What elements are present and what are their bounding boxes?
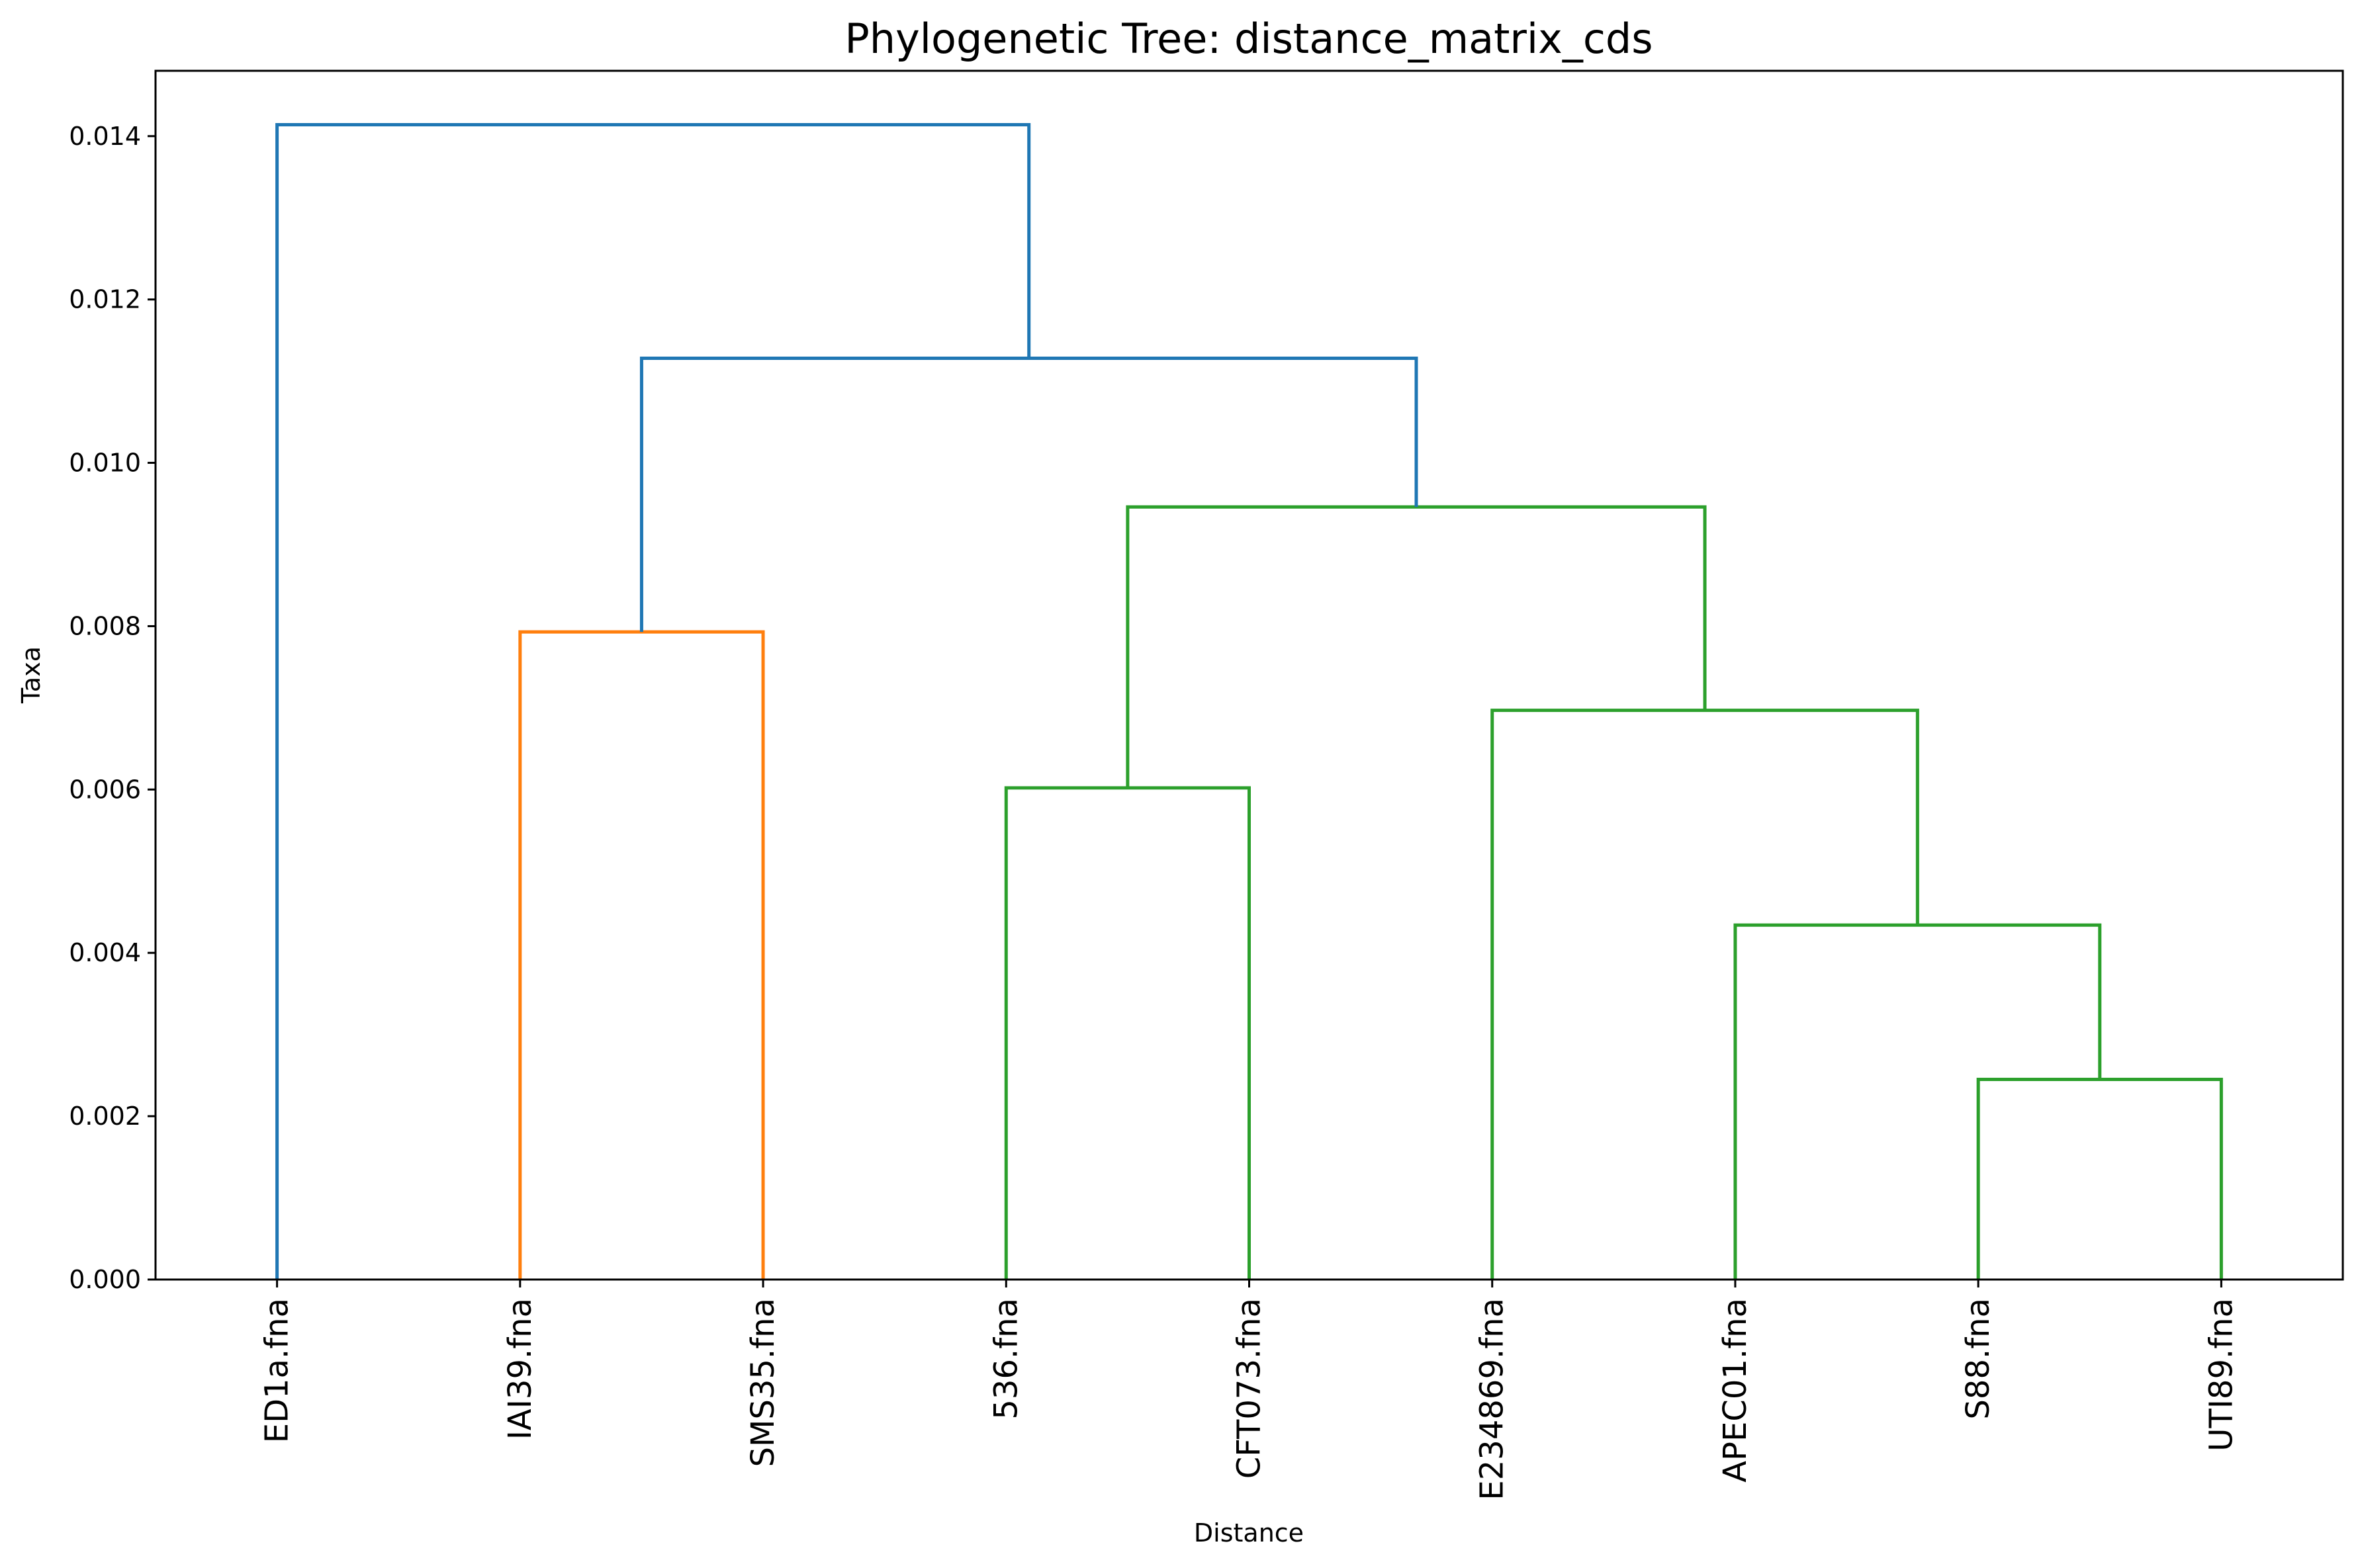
x-axis: ED1a.fna IAI39.fna SMS35.fna 536.fna CFT073.… (259, 1280, 2240, 1501)
dendrogram-link-2 (1004, 786, 1251, 1280)
x-axis-label: Distance (1194, 1518, 1304, 1547)
dendrogram-link-7 (639, 357, 1418, 632)
leaf-label: 536.fna (987, 1298, 1024, 1420)
leaf-label: IAI39.fna (502, 1298, 539, 1440)
y-tick-label: 0.012 (69, 285, 141, 314)
y-tick-label: 0.014 (69, 122, 141, 151)
y-tick-label: 0.002 (69, 1102, 141, 1131)
leaf-label: APEC01.fna (1717, 1298, 1754, 1483)
dendrogram-link-4 (1733, 923, 2102, 1280)
y-tick-label: 0.004 (69, 938, 141, 967)
y-tick-label: 0.008 (69, 611, 141, 640)
dendrogram-link-3 (1976, 1078, 2223, 1280)
y-axis: 0.000 0.002 0.004 0.006 0.008 0.010 0.012 0.014 (69, 122, 156, 1294)
y-tick-label: 0.006 (69, 775, 141, 804)
leaf-label: S88.fna (1960, 1298, 1997, 1420)
leaf-label: CFT073.fna (1231, 1298, 1268, 1479)
leaf-label: E234869.fna (1474, 1298, 1511, 1501)
leaf-label: ED1a.fna (259, 1298, 296, 1443)
dendrogram-link-8 (275, 122, 1031, 1280)
y-tick-label: 0.000 (69, 1265, 141, 1294)
dendrogram-link-5 (1490, 709, 1919, 1280)
leaf-label: UTI89.fna (2203, 1298, 2240, 1452)
leaf-label: SMS35.fna (745, 1298, 782, 1467)
y-axis-label: Taxa (17, 646, 46, 704)
dendrogram-link-1 (518, 630, 765, 1280)
dendrogram-link-6 (1126, 505, 1707, 788)
chart-title: Phylogenetic Tree: distance_matrix_cds (844, 15, 1653, 63)
dendrogram-links (275, 122, 2223, 1280)
y-tick-label: 0.010 (69, 449, 141, 478)
